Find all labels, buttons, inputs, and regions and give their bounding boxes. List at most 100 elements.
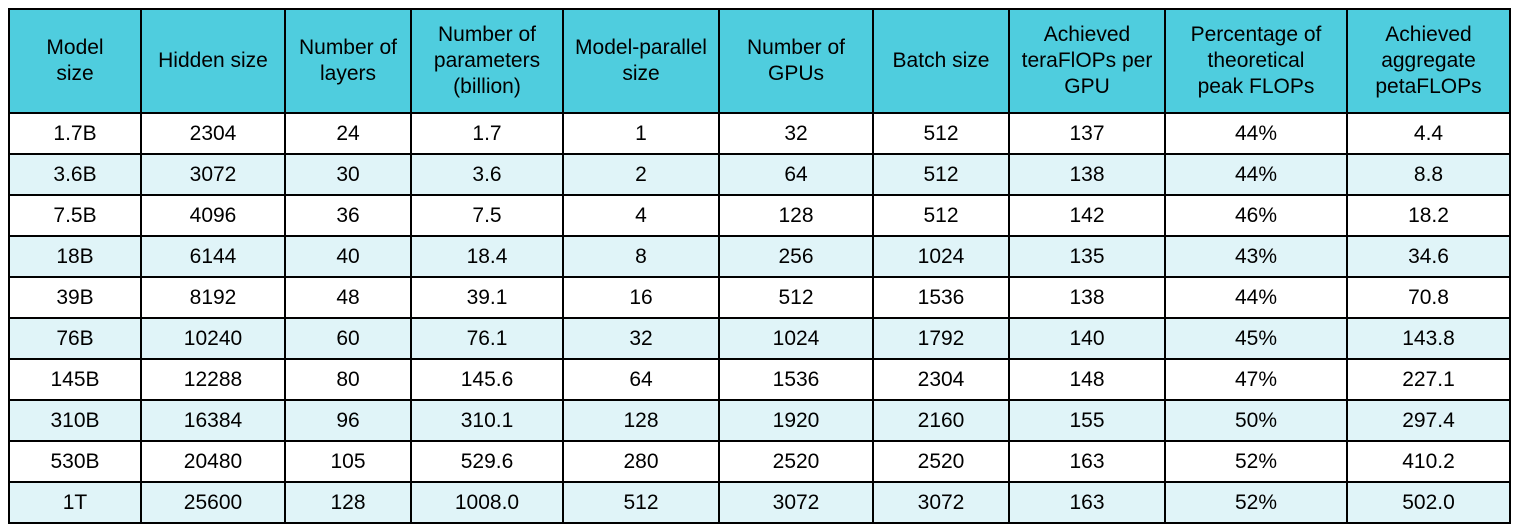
table-cell: 2 — [562, 153, 720, 196]
header-cell-col-9: Achieved aggregate petaFLOPs — [1346, 8, 1511, 114]
table-cell: 3072 — [872, 481, 1010, 524]
table-row-8: 530B 20480 105 529.6 280 2520 2520 163 52% 410.2 — [8, 440, 1511, 483]
table-cell: 2304 — [872, 358, 1010, 401]
table-cell: 2520 — [718, 440, 874, 483]
table-cell: 8192 — [140, 276, 286, 319]
table-cell: 3072 — [718, 481, 874, 524]
header-cell-col-6: Batch size — [872, 8, 1010, 114]
table-cell: 227.1 — [1346, 358, 1511, 401]
table-cell: 3.6B — [8, 153, 142, 196]
table-cell: 45% — [1164, 317, 1348, 360]
table-row-1: 3.6B 3072 30 3.6 2 64 512 138 44% 8.8 — [8, 153, 1511, 196]
table-cell: 128 — [562, 399, 720, 442]
table-cell: 138 — [1008, 153, 1166, 196]
table-cell: 530B — [8, 440, 142, 483]
table-cell: 76B — [8, 317, 142, 360]
table-cell: 48 — [284, 276, 412, 319]
table-cell: 142 — [1008, 194, 1166, 237]
table-cell: 145B — [8, 358, 142, 401]
table-cell: 64 — [718, 153, 874, 196]
table-cell: 143.8 — [1346, 317, 1511, 360]
table-cell: 80 — [284, 358, 412, 401]
table-cell: 52% — [1164, 440, 1348, 483]
table-cell: 39B — [8, 276, 142, 319]
table-cell: 39.1 — [410, 276, 564, 319]
table-cell: 10240 — [140, 317, 286, 360]
table-cell: 135 — [1008, 235, 1166, 278]
table-cell: 18.2 — [1346, 194, 1511, 237]
table-cell: 4 — [562, 194, 720, 237]
table-cell: 70.8 — [1346, 276, 1511, 319]
table-cell: 138 — [1008, 276, 1166, 319]
table-cell: 502.0 — [1346, 481, 1511, 524]
table-cell: 3.6 — [410, 153, 564, 196]
table-cell: 2160 — [872, 399, 1010, 442]
table-cell: 36 — [284, 194, 412, 237]
table-cell: 44% — [1164, 153, 1348, 196]
table-cell: 96 — [284, 399, 412, 442]
table-cell: 50% — [1164, 399, 1348, 442]
header-cell-col-4: Model-parallel size — [562, 8, 720, 114]
header-cell-col-7: Achieved teraFlOPs per GPU — [1008, 8, 1166, 114]
table-cell: 16 — [562, 276, 720, 319]
table-cell: 32 — [718, 112, 874, 155]
table-cell: 310.1 — [410, 399, 564, 442]
table-cell: 18B — [8, 235, 142, 278]
table-row-9: 1T 25600 128 1008.0 512 3072 3072 163 52% 502.0 — [8, 481, 1511, 524]
table-row-7: 310B 16384 96 310.1 128 1920 2160 155 50% 297.4 — [8, 399, 1511, 442]
table-cell: 25600 — [140, 481, 286, 524]
table-cell: 155 — [1008, 399, 1166, 442]
table-cell: 1.7B — [8, 112, 142, 155]
table-cell: 52% — [1164, 481, 1348, 524]
table-cell: 1.7 — [410, 112, 564, 155]
table-cell: 1024 — [872, 235, 1010, 278]
table-cell: 512 — [718, 276, 874, 319]
table-cell: 1024 — [718, 317, 874, 360]
table-cell: 297.4 — [1346, 399, 1511, 442]
table-cell: 410.2 — [1346, 440, 1511, 483]
table-cell: 512 — [872, 153, 1010, 196]
table-cell: 7.5 — [410, 194, 564, 237]
table-cell: 529.6 — [410, 440, 564, 483]
table-cell: 4.4 — [1346, 112, 1511, 155]
table-row-6: 145B 12288 80 145.6 64 1536 2304 148 47% 227.1 — [8, 358, 1511, 401]
header-cell-col-2: Number of layers — [284, 8, 412, 114]
table-cell: 2304 — [140, 112, 286, 155]
table-cell: 3072 — [140, 153, 286, 196]
table-cell: 24 — [284, 112, 412, 155]
table-cell: 1T — [8, 481, 142, 524]
table-cell: 512 — [872, 194, 1010, 237]
table-cell: 105 — [284, 440, 412, 483]
header-cell-col-1: Hidden size — [140, 8, 286, 114]
table-cell: 145.6 — [410, 358, 564, 401]
table-row-2: 7.5B 4096 36 7.5 4 128 512 142 46% 18.2 — [8, 194, 1511, 237]
header-cell-col-3: Number of parameters (billion) — [410, 8, 564, 114]
table-cell: 148 — [1008, 358, 1166, 401]
table-cell: 512 — [562, 481, 720, 524]
table-cell: 47% — [1164, 358, 1348, 401]
table-cell: 16384 — [140, 399, 286, 442]
table-cell: 18.4 — [410, 235, 564, 278]
table-cell: 43% — [1164, 235, 1348, 278]
table-cell: 8 — [562, 235, 720, 278]
table-cell: 256 — [718, 235, 874, 278]
table-cell: 1008.0 — [410, 481, 564, 524]
table-cell: 163 — [1008, 440, 1166, 483]
table-row-5: 76B 10240 60 76.1 32 1024 1792 140 45% 143.8 — [8, 317, 1511, 360]
table-cell: 6144 — [140, 235, 286, 278]
table-cell: 30 — [284, 153, 412, 196]
table-cell: 163 — [1008, 481, 1166, 524]
table-cell: 64 — [562, 358, 720, 401]
table-cell: 2520 — [872, 440, 1010, 483]
header-cell-col-8: Percentage of theoretical peak FLOPs — [1164, 8, 1348, 114]
table-cell: 1 — [562, 112, 720, 155]
table-cell: 1920 — [718, 399, 874, 442]
table-cell: 128 — [284, 481, 412, 524]
table-cell: 310B — [8, 399, 142, 442]
table-cell: 34.6 — [1346, 235, 1511, 278]
table-cell: 76.1 — [410, 317, 564, 360]
table-row-3: 18B 6144 40 18.4 8 256 1024 135 43% 34.6 — [8, 235, 1511, 278]
table-cell: 137 — [1008, 112, 1166, 155]
table-cell: 140 — [1008, 317, 1166, 360]
